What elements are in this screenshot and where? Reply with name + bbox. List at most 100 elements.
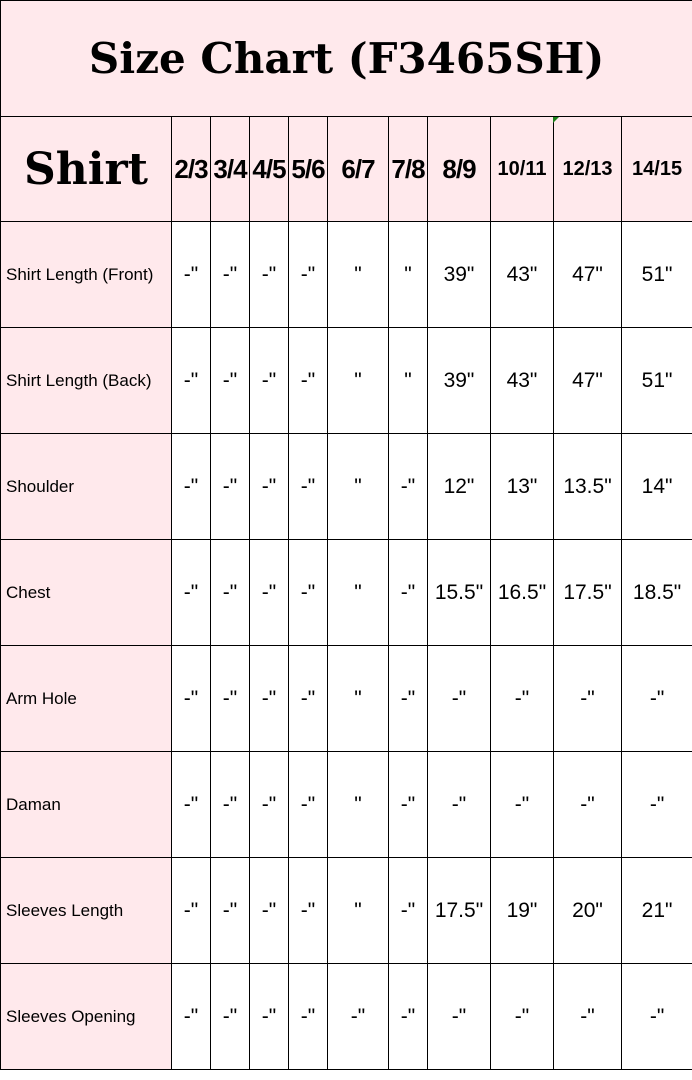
measurement-cell: -" [288,539,328,646]
measurement-cell: -" [490,751,554,858]
measurement-cell: -" [327,963,389,1070]
measurement-cell: 47" [553,221,622,328]
measurement-cell: -" [553,751,622,858]
size-header: 7/8 [388,116,428,222]
measurement-cell: -" [171,539,211,646]
size-header: 8/9 [427,116,491,222]
measurement-cell: " [327,433,389,540]
row-label: Shirt Length (Back) [0,327,172,434]
size-header: 10/11 [490,116,554,222]
size-header: 4/5 [249,116,289,222]
table-row: Sleeves Opening -" -" -" -" -" -" -" -" -" -" [0,963,692,1070]
measurement-cell: -" [388,963,428,1070]
measurement-cell: -" [171,963,211,1070]
size-header: 14/15 [620,116,692,222]
row-label: Arm Hole [0,645,172,752]
measurement-cell: -" [490,963,554,1070]
measurement-cell: 18.5" [620,539,692,646]
measurement-cell: -" [288,857,328,964]
measurement-cell: 19" [490,857,554,964]
size-header: 6/7 [327,116,389,222]
measurement-cell: -" [288,645,328,752]
size-header: 3/4 [210,116,250,222]
table-row: Shirt Length (Front) -" -" -" -" " " 39" 43" 47" 5… [0,221,692,328]
measurement-cell: " [327,221,389,328]
measurement-cell: -" [171,221,211,328]
measurement-cell: -" [249,857,289,964]
measurement-cell: -" [210,327,250,434]
measurement-cell: -" [427,645,491,752]
measurement-cell: -" [620,645,692,752]
measurement-cell: 16.5" [490,539,554,646]
measurement-cell: -" [171,751,211,858]
measurement-cell: -" [249,751,289,858]
table-row: Shirt Length (Back) -" -" -" -" " " 39" 43" 47" 51… [0,327,692,434]
table-row: Chest -" -" -" -" " -" 15.5" 16.5" 17.5" 18.5" [0,539,692,646]
measurement-cell: 14" [620,433,692,540]
measurement-cell: " [327,327,389,434]
measurement-cell: -" [427,751,491,858]
measurement-cell: -" [249,645,289,752]
measurement-cell: -" [210,751,250,858]
measurement-cell: 39" [427,327,491,434]
measurement-cell: 39" [427,221,491,328]
row-label: Chest [0,539,172,646]
measurement-cell: " [327,751,389,858]
measurement-cell: -" [388,539,428,646]
measurement-cell: 13.5" [553,433,622,540]
measurement-cell: -" [249,433,289,540]
measurement-cell: -" [288,327,328,434]
measurement-cell: -" [171,327,211,434]
cell-comment-marker [553,117,559,123]
measurement-cell: 13" [490,433,554,540]
measurement-cell: -" [388,751,428,858]
chart-title: Size Chart (F3465SH) [0,0,692,117]
row-label: Sleeves Opening [0,963,172,1070]
measurement-cell: 15.5" [427,539,491,646]
row-label: Shirt Length (Front) [0,221,172,328]
table-row: Arm Hole -" -" -" -" " -" -" -" -" -" [0,645,692,752]
measurement-cell: 43" [490,221,554,328]
measurement-cell: " [388,221,428,328]
measurement-cell: -" [249,963,289,1070]
measurement-cell: -" [288,963,328,1070]
header-label: Shirt [0,116,172,222]
measurement-cell: -" [288,751,328,858]
measurement-cell: -" [171,645,211,752]
size-header: 5/6 [288,116,328,222]
measurement-cell: -" [171,433,211,540]
measurement-cell: -" [427,963,491,1070]
measurement-cell: -" [620,963,692,1070]
measurement-cell: " [327,645,389,752]
table-row: Sleeves Length -" -" -" -" " -" 17.5" 19" 20" 21" [0,857,692,964]
measurement-cell: -" [210,857,250,964]
measurement-cell: -" [288,433,328,540]
measurement-cell: 51" [620,327,692,434]
row-label: Shoulder [0,433,172,540]
size-header: 2/3 [171,116,211,222]
table-row: Shoulder -" -" -" -" " -" 12" 13" 13.5" 14" [0,433,692,540]
measurement-cell: -" [249,327,289,434]
measurement-cell: -" [210,645,250,752]
measurement-cell: -" [388,857,428,964]
measurement-cell: 17.5" [427,857,491,964]
measurement-cell: -" [210,433,250,540]
table-row: Daman -" -" -" -" " -" -" -" -" -" [0,751,692,858]
measurement-cell: 47" [553,327,622,434]
measurement-cell: 43" [490,327,554,434]
measurement-cell: " [388,327,428,434]
measurement-cell: 51" [620,221,692,328]
header-row: Shirt 2/3 3/4 4/5 5/6 6/7 7/8 8/9 10/11 12/13 14/… [0,116,692,222]
row-label: Sleeves Length [0,857,172,964]
measurement-cell: -" [249,539,289,646]
measurement-cell: -" [490,645,554,752]
measurement-cell: -" [553,963,622,1070]
measurement-cell: -" [210,221,250,328]
measurement-cell: -" [210,963,250,1070]
measurement-cell: -" [210,539,250,646]
measurement-cell: -" [620,751,692,858]
measurement-cell: -" [288,221,328,328]
measurement-cell: -" [388,433,428,540]
